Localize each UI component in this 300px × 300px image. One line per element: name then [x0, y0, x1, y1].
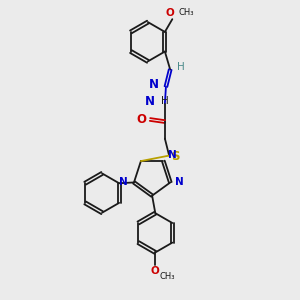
Text: CH₃: CH₃	[178, 8, 194, 16]
Text: S: S	[171, 150, 180, 163]
Text: N: N	[145, 95, 155, 108]
Text: O: O	[165, 8, 174, 18]
Text: N: N	[168, 150, 176, 160]
Text: CH₃: CH₃	[160, 272, 175, 280]
Text: N: N	[175, 177, 183, 188]
Text: H: H	[160, 96, 168, 106]
Text: O: O	[151, 266, 160, 276]
Text: H: H	[177, 62, 184, 73]
Text: N: N	[148, 78, 158, 91]
Text: O: O	[137, 113, 147, 126]
Text: N: N	[119, 177, 128, 188]
